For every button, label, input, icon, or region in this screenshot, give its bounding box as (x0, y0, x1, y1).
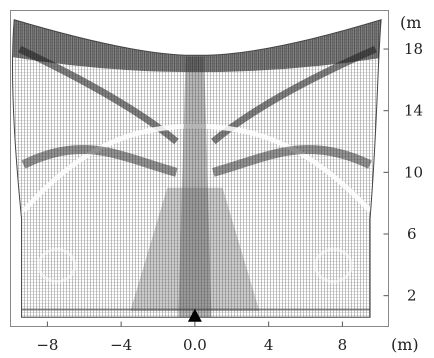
y-tick-label-2: 10 (404, 163, 423, 181)
x-axis: −8 −4 0.0 4 8 (36, 321, 348, 354)
center-plume (178, 56, 212, 318)
y-unit-label: (m (400, 13, 421, 32)
left-vortex (37, 247, 77, 283)
x-tick-label-3: 4 (264, 336, 274, 354)
right-vortex (313, 247, 353, 283)
plot-frame (10, 10, 389, 327)
right-dark-band (212, 144, 372, 177)
y-tick-label-1: 6 (407, 225, 417, 243)
x-tick-label-1: −4 (110, 336, 132, 354)
left-arc (21, 123, 195, 213)
x-tick-label-0: −8 (36, 336, 58, 354)
domain-outline (11, 19, 382, 318)
x-unit-label: (m) (391, 335, 419, 354)
x-tick-label-4: 8 (338, 336, 348, 354)
y-tick-label-0: 2 (407, 287, 417, 305)
y-tick-label-4: 18 (404, 40, 423, 58)
lower-center-gray (130, 187, 260, 312)
y-tick-label-3: 14 (404, 102, 423, 120)
y-axis: 2 6 10 14 18 (383, 40, 423, 305)
left-dark-band (21, 144, 178, 177)
source-marker (187, 308, 202, 322)
right-arc (194, 123, 372, 213)
x-tick-label-2: 0.0 (183, 336, 207, 354)
